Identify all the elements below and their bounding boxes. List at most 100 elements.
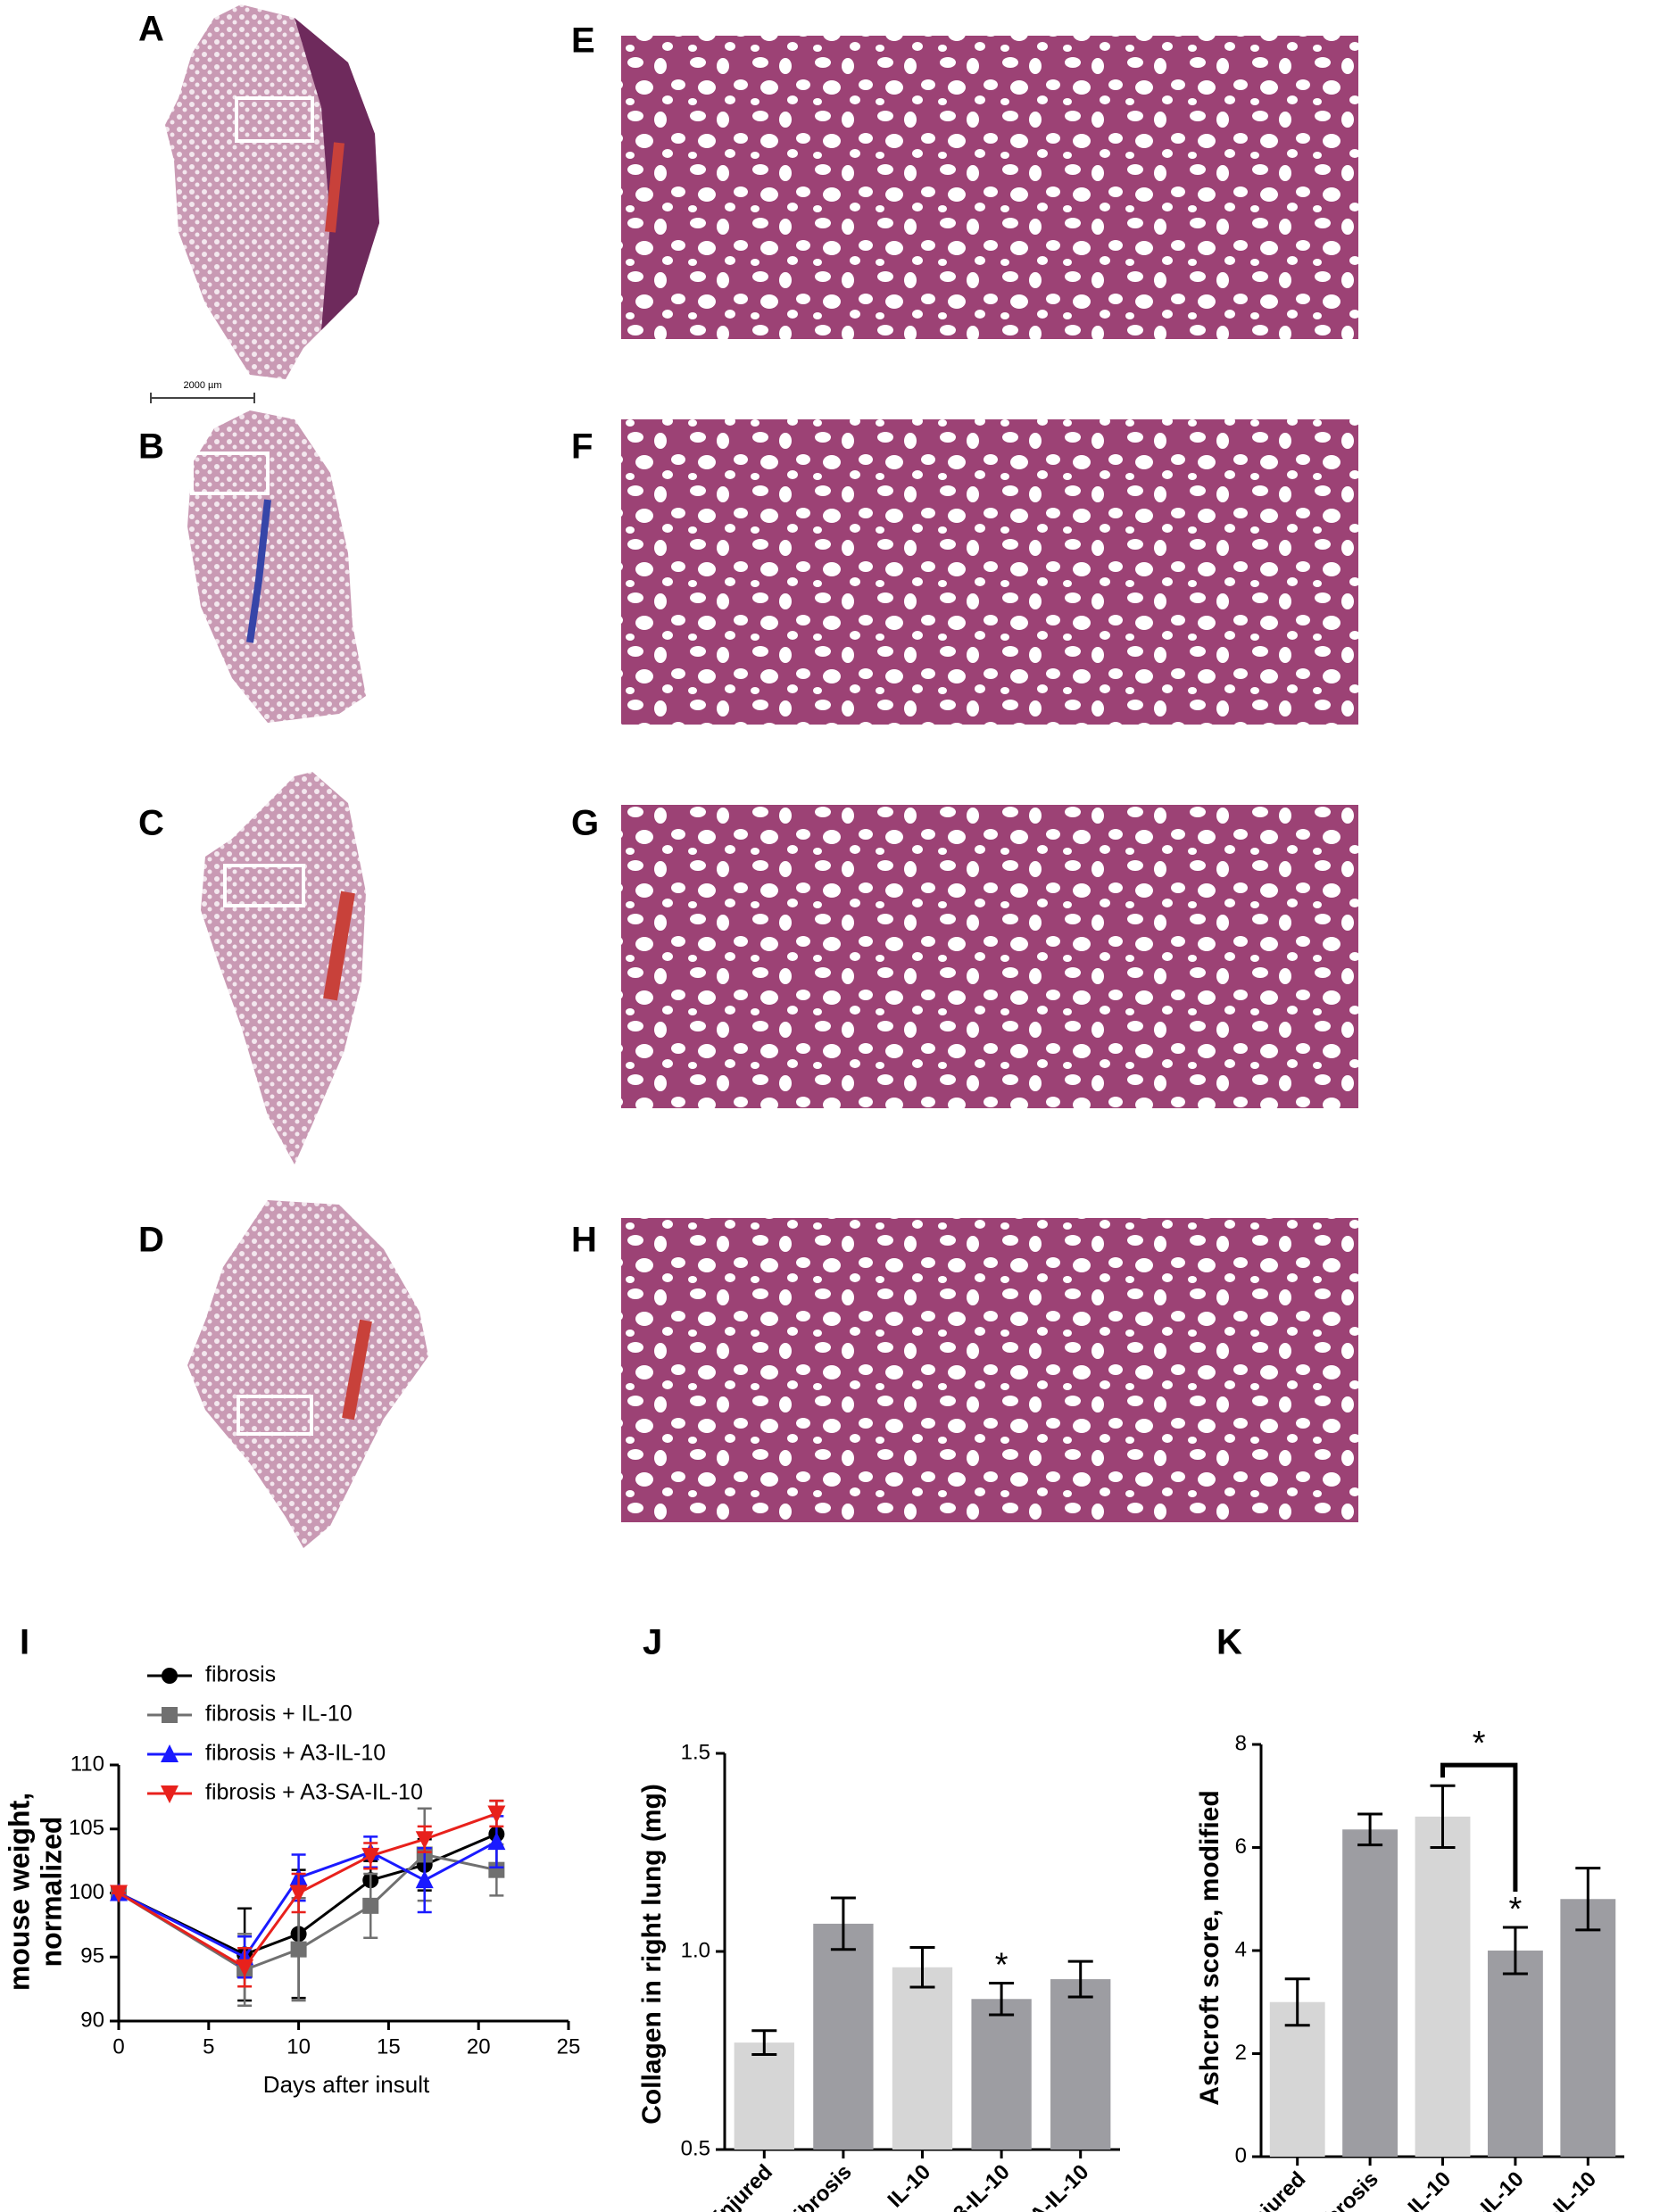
x-tick-label: A3-IL-10 (938, 2160, 1015, 2212)
marker (487, 1805, 506, 1824)
marker (487, 1832, 506, 1851)
y-tick-label: 100 (69, 1880, 104, 1904)
y-axis-label: normalized (35, 1817, 67, 1968)
y-tick-label: 1.5 (681, 1740, 710, 1764)
y-tick-label: 0.5 (681, 2136, 710, 2160)
series-line (118, 1812, 497, 1969)
lung-section (201, 772, 366, 1164)
histology-images (621, 36, 1358, 1522)
x-tick-label: 10 (286, 2034, 311, 2059)
y-tick-label: 8 (1235, 1731, 1247, 1755)
lung-section (187, 1200, 428, 1548)
series-line (118, 1852, 497, 1972)
panel-label: C (138, 804, 164, 843)
x-tick-label: A3-IL-10 (1452, 2167, 1529, 2212)
x-tick-label: uninjured (1224, 2167, 1310, 2212)
y-tick-label: 0 (1235, 2143, 1247, 2167)
zoom-box (235, 96, 314, 143)
x-tick-label: 20 (467, 2034, 491, 2059)
x-tick-label: 25 (557, 2034, 581, 2059)
panel-label: I (20, 1623, 29, 1662)
bar (1342, 1829, 1399, 2157)
legend-marker (162, 1707, 178, 1723)
histology-image (621, 1218, 1358, 1522)
vessel (246, 499, 271, 643)
series-line (118, 1840, 498, 1959)
marker (362, 1897, 379, 1914)
y-tick-label: 6 (1235, 1835, 1247, 1859)
marker (110, 1885, 128, 1903)
legend-label: fibrosis + A3-IL-10 (205, 1741, 386, 1766)
x-tick-label: 15 (377, 2034, 401, 2059)
panel-label: H (571, 1221, 597, 1260)
marker (415, 1870, 434, 1889)
bar (971, 1999, 1032, 2150)
legend-marker (161, 1744, 178, 1762)
y-tick-label: 105 (69, 1816, 104, 1840)
x-tick-label: uninjured (692, 2160, 777, 2212)
x-tick-label: fibrosis (784, 2160, 856, 2212)
significance-label: * (995, 1947, 1008, 1984)
histology-image (621, 419, 1358, 725)
panel-label: B (138, 427, 164, 467)
x-tick-label: 5 (203, 2034, 214, 2059)
bar (813, 1923, 874, 2150)
zoom-box (223, 864, 305, 907)
lung-sections: 2000 µm (150, 4, 428, 1548)
bar (1050, 1979, 1111, 2150)
legend-label: fibrosis + A3-SA-IL-10 (205, 1780, 423, 1805)
panel-label: E (571, 21, 595, 61)
x-axis-label: Days after insult (263, 2071, 430, 2098)
zoom-box (237, 1395, 313, 1436)
panel-label: D (138, 1221, 164, 1260)
panel-label: K (1216, 1623, 1242, 1662)
scale-bar-label: 2000 µm (183, 380, 221, 391)
series-line (118, 1833, 497, 1957)
x-tick-label: A3-SA-IL-10 (991, 2160, 1093, 2212)
legend-label: fibrosis (205, 1662, 276, 1687)
bar (734, 2042, 794, 2150)
panel-label: A (138, 10, 164, 49)
y-tick-label: 2 (1235, 2041, 1247, 2065)
y-tick-label: 90 (80, 2008, 104, 2032)
y-tick-label: 95 (80, 1944, 104, 1968)
y-axis-label: Collagen in right lung (mg) (637, 1784, 667, 2125)
vessel (323, 891, 355, 1001)
significance-label: * (1473, 1725, 1486, 1762)
panel-label: F (571, 427, 593, 467)
significance-label: * (1509, 1891, 1523, 1928)
legend-marker (161, 1785, 178, 1803)
x-tick-label: fibrosis (1311, 2167, 1382, 2212)
marker (236, 1959, 254, 1977)
x-tick-label: IL-10 (1404, 2167, 1457, 2212)
lung-section (187, 410, 366, 723)
marker (415, 1831, 434, 1850)
bar (1487, 1951, 1543, 2157)
bar (1560, 1899, 1616, 2157)
panel-label: G (571, 804, 599, 843)
x-tick-label: IL-10 (884, 2160, 936, 2212)
y-axis-label: Ashcroft score, modified (1195, 1790, 1224, 2105)
zoom-box (190, 452, 270, 495)
y-tick-label: 1.0 (681, 1938, 710, 1962)
vessel (325, 142, 344, 233)
y-tick-label: 110 (71, 1752, 104, 1776)
bar (892, 1967, 953, 2150)
vessel (342, 1319, 372, 1421)
significance-bracket (1440, 1762, 1518, 1893)
panel-label: J (643, 1623, 662, 1662)
marker (290, 1941, 307, 1958)
x-tick-label: 0 (112, 2034, 124, 2059)
histology-image (621, 36, 1358, 339)
marker (488, 1861, 505, 1878)
marker (289, 1885, 308, 1903)
bar (1415, 1816, 1471, 2157)
y-tick-label: 4 (1235, 1937, 1247, 1961)
histology-image (621, 805, 1358, 1108)
bar (1269, 2001, 1325, 2157)
legend-label: fibrosis + IL-10 (205, 1702, 353, 1727)
legend-marker (162, 1668, 178, 1684)
y-axis-label: mouse weight, (3, 1793, 35, 1991)
marker (361, 1847, 380, 1866)
